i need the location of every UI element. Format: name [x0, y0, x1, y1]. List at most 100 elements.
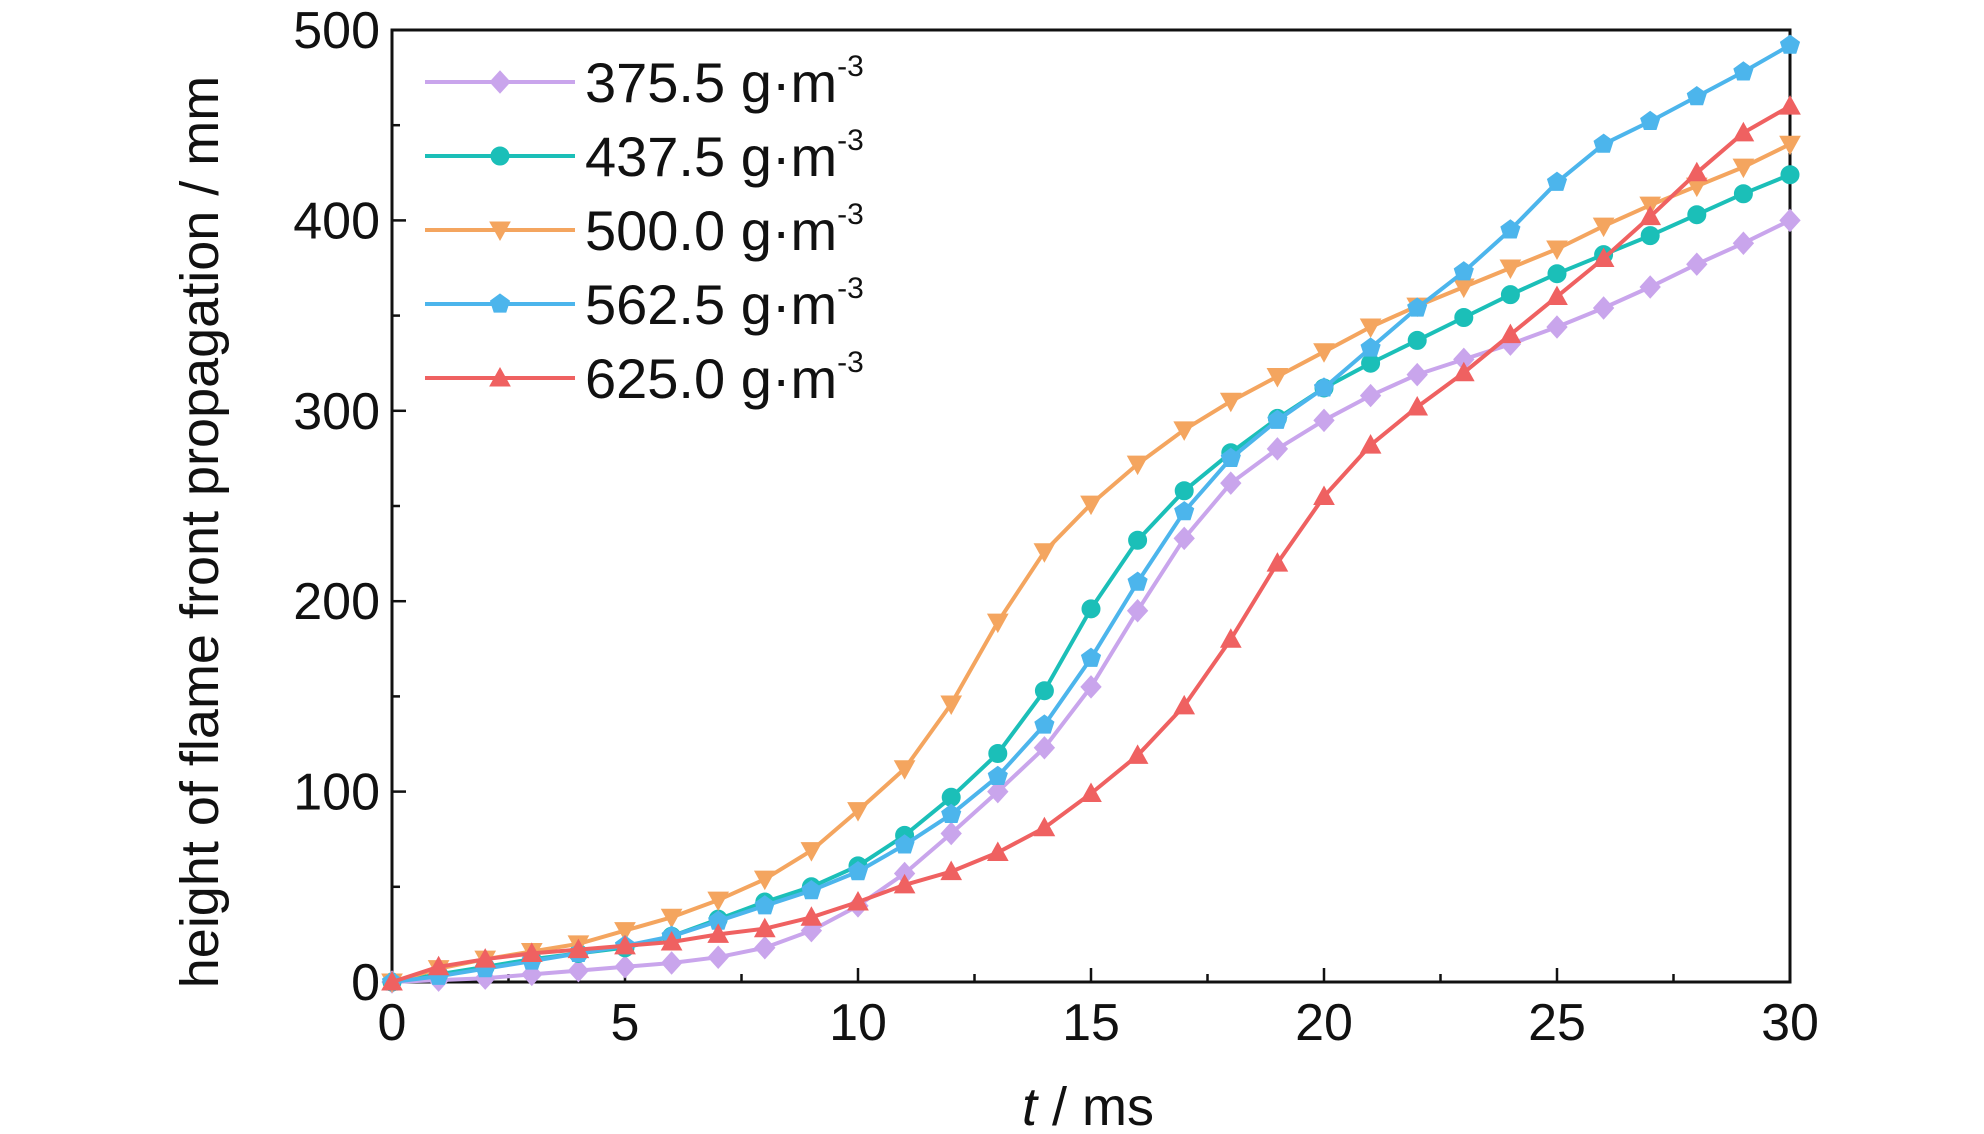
data-point: [941, 803, 962, 823]
data-point: [1267, 409, 1288, 429]
data-point: [1592, 296, 1615, 320]
data-point: [1732, 158, 1755, 179]
data-point: [1128, 530, 1148, 550]
data-point: [800, 906, 823, 926]
data-point: [1547, 264, 1567, 284]
legend-swatch-marker: [490, 146, 510, 166]
data-point: [381, 970, 403, 991]
data-point: [894, 834, 915, 854]
legend-item: 437.5 g·m-3: [425, 124, 864, 188]
data-point: [1732, 231, 1755, 255]
data-point: [940, 860, 963, 881]
x-tick-label: 5: [611, 994, 640, 1052]
data-point: [847, 860, 869, 881]
data-point: [1080, 647, 1102, 667]
y-axis-title: height of flame front propagation / mm: [170, 76, 230, 989]
x-tick-label: 10: [829, 994, 887, 1052]
data-point: [1780, 165, 1800, 185]
data-point: [1173, 694, 1196, 715]
data-point: [988, 744, 1008, 764]
data-point: [567, 958, 590, 983]
data-point: [1174, 501, 1195, 521]
data-point: [1033, 736, 1056, 760]
data-point: [1313, 485, 1335, 505]
data-point: [847, 891, 869, 911]
data-point: [1313, 408, 1335, 433]
y-tick-label: 500: [293, 2, 380, 60]
data-point: [1733, 184, 1753, 204]
data-point: [1500, 219, 1521, 239]
data-point: [1546, 315, 1568, 339]
x-tick-label: 20: [1295, 994, 1353, 1052]
x-tick-label: 30: [1761, 994, 1819, 1052]
series-5: [381, 95, 1801, 991]
data-point: [1686, 252, 1708, 276]
data-point: [1500, 285, 1520, 305]
data-point: [1220, 447, 1241, 467]
data-point: [1640, 226, 1660, 246]
y-tick-label: 100: [293, 764, 380, 822]
data-point: [1173, 526, 1195, 551]
data-point: [941, 787, 961, 807]
data-point: [1219, 628, 1242, 648]
data-point: [1359, 318, 1382, 339]
data-point: [1407, 330, 1427, 350]
legend-swatch-marker: [489, 366, 511, 387]
data-point: [1034, 714, 1055, 734]
data-point: [474, 948, 497, 968]
data-point: [753, 870, 776, 891]
data-point: [986, 613, 1009, 634]
series-1: [381, 208, 1801, 994]
y-tick-label: 0: [351, 954, 380, 1012]
data-point: [1359, 434, 1382, 454]
data-point: [1313, 343, 1335, 363]
legend-swatch-marker: [489, 221, 511, 242]
data-point: [1639, 275, 1661, 299]
data-point: [1266, 368, 1289, 388]
data-point: [1033, 543, 1056, 563]
data-point: [753, 917, 776, 938]
data-point: [660, 930, 683, 951]
data-point: [567, 938, 590, 959]
data-point: [660, 951, 683, 975]
legend-item: 500.0 g·m-3: [425, 198, 864, 262]
data-point: [1080, 495, 1102, 516]
data-point: [754, 935, 776, 960]
data-point: [1546, 171, 1568, 191]
data-point: [1592, 217, 1615, 238]
data-point: [1359, 383, 1382, 408]
data-point: [1732, 121, 1755, 142]
data-point: [1593, 133, 1614, 153]
data-point: [1499, 323, 1522, 344]
data-point: [1406, 395, 1429, 416]
y-tick-label: 400: [293, 192, 380, 250]
data-point: [1033, 816, 1056, 837]
data-point: [614, 955, 636, 979]
data-point: [940, 821, 962, 846]
legend-label: 375.5 g·m-3: [585, 50, 864, 114]
data-point: [1546, 285, 1568, 306]
data-point: [1779, 208, 1801, 233]
data-point: [707, 891, 730, 912]
data-point: [1546, 240, 1568, 260]
data-point: [707, 923, 730, 943]
x-axis-title: t / ms: [1022, 1077, 1154, 1134]
series-layer: [381, 34, 1801, 994]
legend-label: 562.5 g·m-3: [585, 272, 864, 336]
data-point: [1034, 681, 1054, 701]
x-tick-label: 15: [1062, 994, 1120, 1052]
data-point: [1733, 61, 1754, 81]
series-3: [381, 135, 1801, 994]
data-point: [1360, 337, 1381, 357]
legend-item: 375.5 g·m-3: [425, 50, 864, 114]
data-point: [1453, 261, 1474, 281]
legend-item: 562.5 g·m-3: [425, 272, 864, 336]
data-point: [800, 842, 823, 862]
data-point: [940, 695, 963, 716]
data-point: [1686, 85, 1707, 106]
data-point: [1220, 471, 1242, 495]
data-point: [1454, 308, 1474, 328]
data-point: [1126, 744, 1149, 764]
